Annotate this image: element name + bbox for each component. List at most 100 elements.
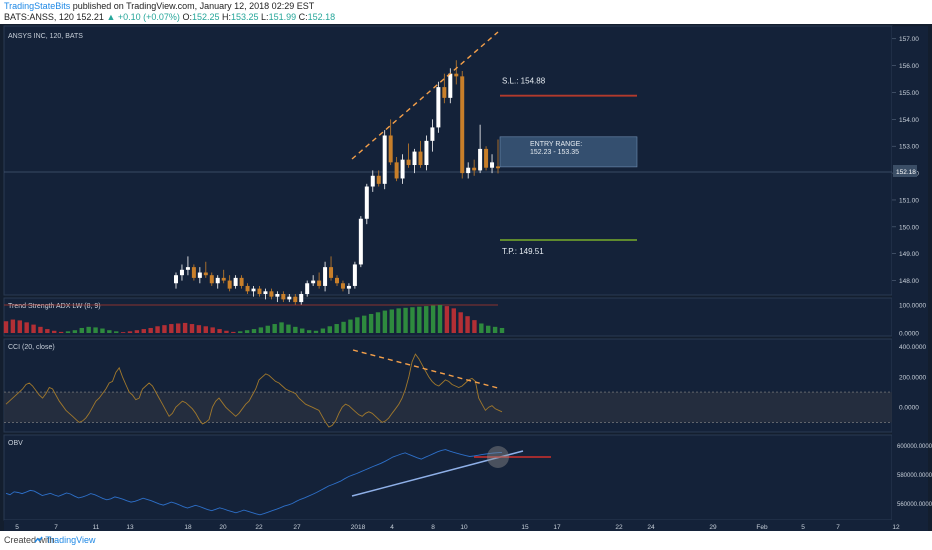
candle-body <box>305 283 310 294</box>
entry-range-rect <box>499 136 638 168</box>
candle <box>352 261 357 289</box>
candle <box>299 291 304 305</box>
candle <box>472 159 477 176</box>
adx-bar <box>10 319 16 333</box>
footer-bar: Created with TradingView <box>0 531 932 550</box>
candle-body <box>251 288 256 292</box>
chart-canvas[interactable]: ANSYS INC, 120, BATS Trend Strength ADX … <box>0 24 932 531</box>
candle-body <box>484 148 489 168</box>
adx-bar <box>52 330 57 333</box>
adx-bar <box>217 329 222 333</box>
adx-bar <box>410 307 415 333</box>
candle-body <box>406 159 411 166</box>
candle-body <box>209 275 214 284</box>
cci-axis-ticks: 400.0000 200.0000 0.0000 <box>899 344 926 412</box>
adx-bar <box>114 331 119 333</box>
adx-bar <box>107 330 112 333</box>
candle-body <box>227 280 232 289</box>
time-tick-label: 15 <box>521 524 529 531</box>
candle-body <box>430 127 435 141</box>
adx-bar <box>38 326 43 333</box>
cci-tick-label: 200.0000 <box>899 374 926 381</box>
candle-body <box>346 285 351 289</box>
candle <box>209 272 214 286</box>
obv-tick-label: 560000.0000 <box>897 502 932 508</box>
candle-body <box>293 296 298 303</box>
candle <box>466 162 471 179</box>
candle-body <box>466 167 471 174</box>
candle <box>406 143 411 168</box>
cci-tick-label: 400.0000 <box>899 344 926 351</box>
candle-body <box>472 167 477 171</box>
candle <box>496 139 500 174</box>
candle-body <box>364 186 369 219</box>
price-scale[interactable] <box>892 26 928 520</box>
symbol-label: BATS:ANSS, 120 <box>4 12 74 22</box>
adx-axis-ticks: 100.0000 0.0000 <box>899 303 926 338</box>
price-tick-label: 149.00 <box>899 251 919 258</box>
adx-bar <box>127 331 133 333</box>
adx-bar <box>313 330 319 333</box>
adx-bar <box>31 324 36 333</box>
candle-body <box>203 272 208 276</box>
candle <box>418 140 423 168</box>
adx-bar <box>486 325 491 333</box>
adx-bar <box>169 324 174 333</box>
obv-panel-title: OBV <box>8 440 23 447</box>
tradingview-logo-icon <box>34 536 43 543</box>
candle-body <box>299 294 304 303</box>
candle-body <box>478 148 483 171</box>
candle <box>257 285 262 297</box>
candle-body <box>221 277 226 281</box>
adx-tick-label: 0.0000 <box>899 331 919 338</box>
entry-range-title: ENTRY RANGE: <box>530 141 582 148</box>
candle <box>287 294 292 303</box>
candle-body <box>335 277 339 284</box>
last-price-badge <box>893 165 917 177</box>
candle-body <box>394 162 399 179</box>
candle <box>275 291 280 303</box>
candle <box>191 264 196 281</box>
adx-bar <box>492 326 498 333</box>
adx-bar <box>417 306 422 333</box>
cci-divergence-line <box>352 349 499 389</box>
stop-loss-label: S.L.: 154.88 <box>502 77 546 86</box>
candle-body <box>179 269 184 276</box>
open-value: 152.25 <box>191 12 220 22</box>
adx-tick-label: 100.0000 <box>899 303 926 310</box>
adx-bar <box>355 317 360 333</box>
candle <box>215 275 220 289</box>
price-panel[interactable] <box>3 25 893 296</box>
candle-body <box>275 294 280 297</box>
adx-bar <box>238 331 243 333</box>
candle <box>317 272 322 289</box>
obv-panel[interactable] <box>3 434 893 521</box>
time-tick-label: 4 <box>390 524 394 531</box>
adx-bar <box>176 323 181 333</box>
adx-bar <box>286 324 291 333</box>
candle-body <box>352 264 357 286</box>
time-tick-label: 18 <box>184 524 192 531</box>
candle-body <box>257 288 262 294</box>
tradingview-link[interactable]: TradingView <box>46 535 96 545</box>
candle <box>442 73 447 104</box>
adx-bar <box>224 330 229 333</box>
cci-tick-label: 0.0000 <box>899 405 919 412</box>
candle-body <box>239 277 244 286</box>
candle <box>478 124 483 174</box>
last-price: 152.21 <box>76 12 104 22</box>
candle <box>358 216 363 268</box>
cci-series <box>5 353 503 428</box>
author-link[interactable]: TradingStateBits <box>4 1 71 11</box>
adx-bar <box>45 329 50 333</box>
candle <box>484 146 489 171</box>
adx-bar <box>162 325 167 333</box>
time-axis[interactable] <box>4 520 928 531</box>
adx-bar <box>272 324 277 333</box>
candle-body <box>436 87 441 128</box>
candle-body <box>400 159 405 179</box>
adx-bar <box>341 321 346 333</box>
candle-body <box>281 294 286 300</box>
adx-bar <box>155 326 160 333</box>
adx-bar <box>424 306 429 333</box>
